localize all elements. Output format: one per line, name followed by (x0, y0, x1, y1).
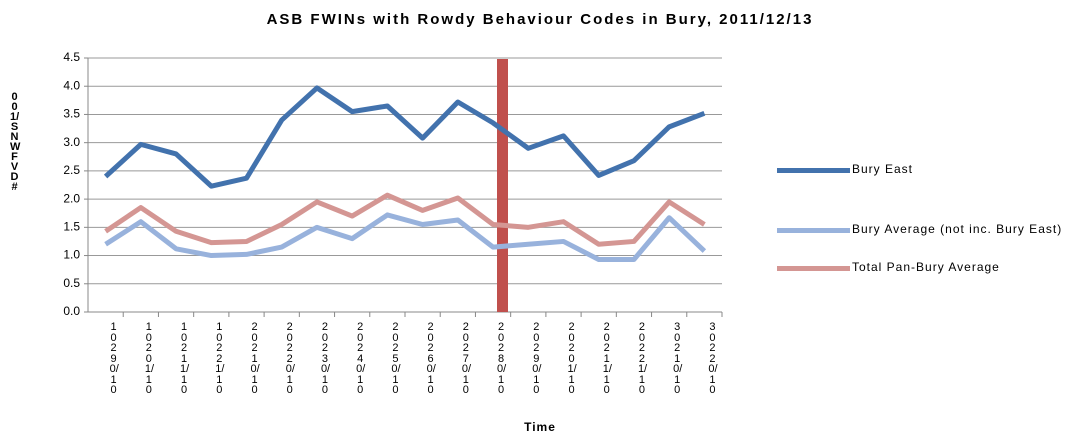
x-tick-label: 20220/10 (285, 321, 295, 396)
x-tick-label: 20211/10 (602, 321, 612, 396)
x-tick-label: 10290/10 (109, 321, 119, 396)
legend-label: Bury East (852, 162, 914, 176)
series-line (103, 85, 706, 189)
x-tick-label: 20270/10 (461, 321, 472, 396)
x-axis-label: Time (524, 420, 556, 434)
x-tick-label: 20260/10 (426, 321, 436, 396)
legend-swatch (777, 168, 850, 173)
legend-swatch (777, 228, 850, 233)
y-tick-label: 0.5 (63, 276, 80, 290)
y-tick-label: 4.0 (63, 78, 80, 92)
y-tick-label: 3.5 (63, 107, 80, 121)
x-tick-label: 20290/10 (532, 321, 542, 396)
legend-label: Total Pan-Bury Average (852, 260, 1000, 274)
x-tick-label: 20221/10 (637, 321, 648, 396)
legend-swatch (777, 266, 850, 271)
x-tick-label: 10221/10 (215, 321, 225, 396)
x-tick-label: 20230/10 (320, 321, 331, 396)
x-tick-label: 20201/10 (567, 321, 577, 396)
legend-label: Bury Average (not inc. Bury East) (852, 222, 1063, 236)
y-tick-label: 2.0 (63, 191, 80, 205)
x-tick-label: 30210/10 (673, 321, 683, 396)
y-tick-label: 3.0 (63, 135, 80, 149)
marker-bar (497, 59, 508, 312)
y-tick-label: 0.0 (63, 304, 80, 318)
y-tick-label: 1.5 (63, 220, 80, 234)
chart-title: ASB FWINs with Rowdy Behaviour Codes in … (267, 11, 814, 28)
x-tick-label: 30220/10 (708, 321, 718, 396)
y-tick-label: 1.0 (63, 248, 80, 262)
x-tick-label: 20210/10 (250, 321, 260, 396)
series-line (104, 192, 706, 247)
series-line (104, 212, 707, 263)
x-tick-label: 20240/10 (356, 321, 366, 396)
y-axis-label: 001/SNWFVD# (10, 91, 21, 193)
x-tick-label: 10211/10 (180, 321, 190, 396)
x-tick-label: 20250/10 (391, 321, 401, 396)
y-tick-label: 2.5 (63, 163, 80, 177)
y-tick-label: 4.5 (63, 50, 80, 64)
x-tick-label: 20280/10 (497, 321, 507, 396)
x-tick-label: 10201/10 (144, 321, 155, 396)
